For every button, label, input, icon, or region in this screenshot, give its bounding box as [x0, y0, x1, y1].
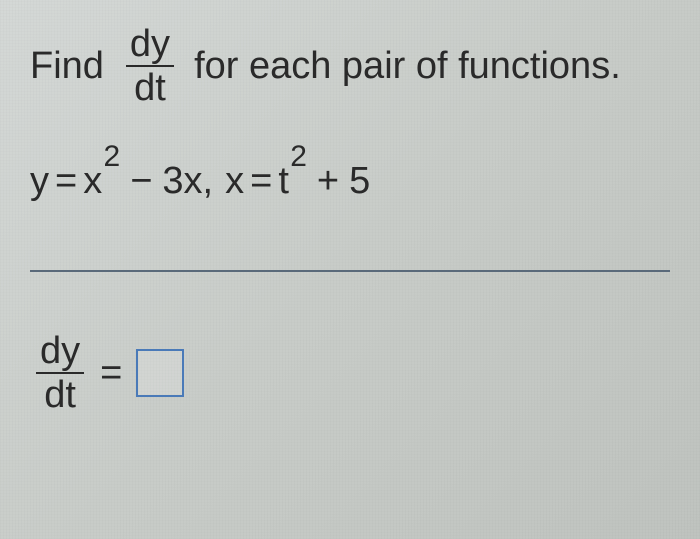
base-t: t	[278, 160, 289, 202]
const-5: 5	[349, 162, 370, 200]
x-squared: x 2	[83, 162, 102, 200]
answer-line: dy dt =	[30, 332, 670, 414]
prompt-prefix: Find	[30, 47, 104, 85]
prompt-line: Find dy dt for each pair of functions.	[30, 25, 670, 107]
divider-line	[30, 270, 670, 272]
var-x: x	[225, 162, 244, 200]
fraction-denominator: dt	[40, 374, 80, 414]
prompt-suffix: for each pair of functions.	[194, 47, 621, 85]
equation-line: y = x 2 − 3x, x = t 2 + 5	[30, 162, 670, 200]
equals-sign: =	[100, 354, 122, 392]
exponent-2: 2	[290, 142, 307, 172]
fraction-denominator: dt	[130, 67, 170, 107]
plus-sign: +	[317, 162, 339, 200]
fraction-numerator: dy	[36, 332, 84, 372]
answer-input[interactable]	[136, 349, 184, 397]
var-y: y	[30, 162, 49, 200]
exponent-2: 2	[104, 142, 121, 172]
fraction-numerator: dy	[126, 25, 174, 65]
equals-sign: =	[55, 162, 77, 200]
base-x: x	[83, 160, 102, 202]
term-3x: 3x,	[162, 162, 213, 200]
derivative-fraction: dy dt	[126, 25, 174, 107]
answer-fraction: dy dt	[36, 332, 84, 414]
equals-sign-2: =	[250, 162, 272, 200]
t-squared: t 2	[278, 162, 289, 200]
minus-sign: −	[130, 162, 152, 200]
math-problem-panel: Find dy dt for each pair of functions. y…	[0, 0, 700, 439]
